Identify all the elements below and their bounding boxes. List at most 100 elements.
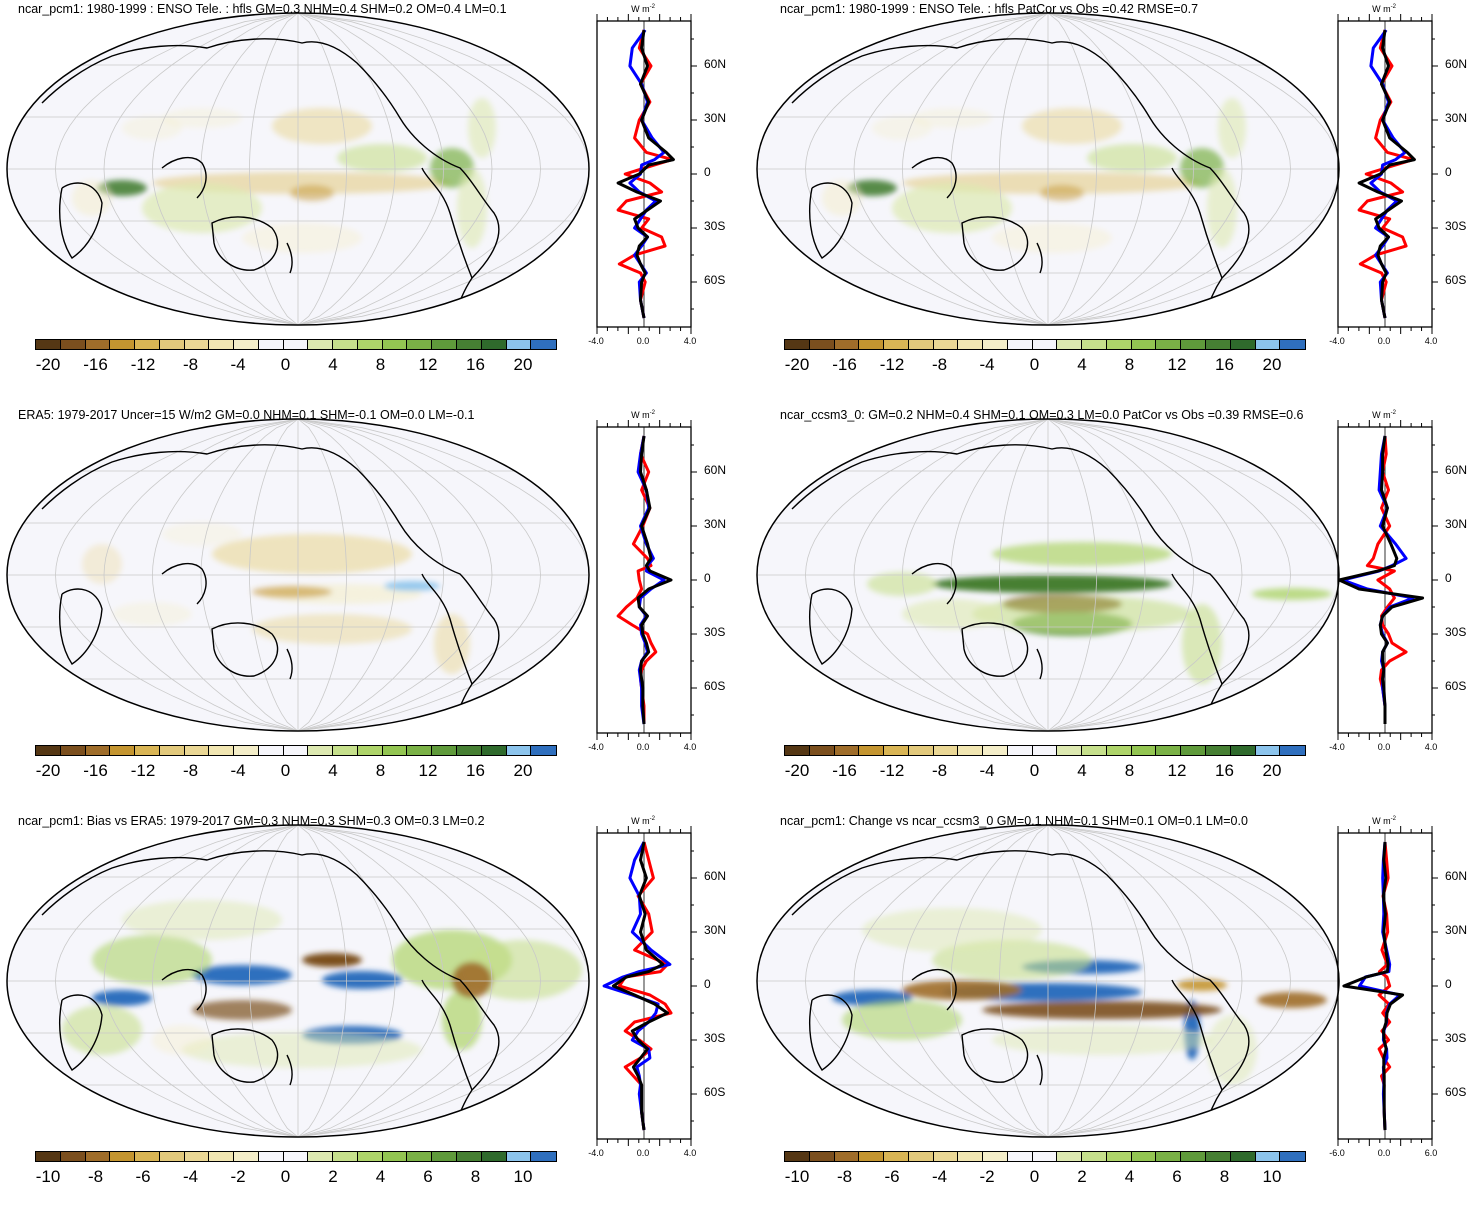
colorbar-tick-label: 20 [513,761,533,780]
world-map [6,824,590,1138]
profile-unit-exponent: -2 [649,410,655,416]
profile-lat-label: 60S [1445,1085,1467,1099]
profile-series-line [1337,435,1425,724]
colorbar-tick-label: 12 [418,355,438,374]
colorbar-tick-label: -4 [979,761,995,780]
profile-x-tick-label: 4.0 [683,742,697,752]
profile-x-tick-label: 4.0 [683,336,697,346]
colorbar-bin [859,746,885,755]
colorbar-bin [1206,746,1231,755]
colorbar-tick-label: -4 [182,1167,199,1186]
colorbar-bin [457,340,482,349]
colorbar-tick-label: 4 [1124,1167,1135,1186]
profile-x-tick-label: -4.0 [588,742,604,752]
colorbar-tick-label: 8 [375,761,386,780]
colorbar-bin [834,340,860,349]
colorbar-tick-label: 4 [328,355,338,374]
profile-x-tick-label: -4.0 [1329,742,1345,752]
profile-plot [1337,420,1438,740]
profile-x-tick-label: 0.0 [1377,336,1391,346]
colorbar-bin [85,746,111,755]
profile-lat-label: 0 [1445,977,1452,991]
profile-series-line [1365,435,1408,724]
profile-lat-label: 60N [1445,57,1468,71]
world-map [756,418,1340,732]
colorbar-tick-label: -4 [979,355,995,374]
colorbar-bin [1206,1152,1231,1161]
colorbar-bin [859,1152,885,1161]
colorbar-bin [933,1152,959,1161]
colorbar-tick-label: -8 [836,1167,853,1186]
colorbar-bin [1181,1152,1207,1161]
profile-lat-label: 60N [1445,463,1468,477]
colorbar-bin [1280,746,1306,755]
colorbar: -20 -16 -12 -8 -4 0 4 8 12 16 20 [784,745,1306,785]
zonal-profile: 60N 30N 0 30S 60S -4.0 0.0 4.0 W m-2 [1329,4,1477,354]
colorbar-bin [85,340,111,349]
profile-unit-label: W m-2 [631,4,655,14]
profile-unit-exponent: -2 [1390,4,1396,10]
colorbar-tick-label: 8 [1124,761,1135,780]
colorbar-bin [308,746,334,755]
colorbar-bin [457,1152,482,1161]
colorbar-bin [110,746,136,755]
colorbar-bin [1230,1152,1256,1161]
colorbar-bin [933,746,959,755]
profile-series-line [616,29,675,319]
colorbar-bin [1230,340,1256,349]
profile-x-tick-label: -4.0 [588,1148,604,1158]
colorbar-tick-label: 8 [1219,1167,1230,1186]
panel-title: ncar_pcm1: 1980-1999 : ENSO Tele. : hfls… [780,2,1199,16]
colorbar-bin [481,340,507,349]
colorbar-bin [834,746,860,755]
colorbar-bin [36,746,61,755]
profile-x-tick-label: 0.0 [1377,1148,1391,1158]
colorbar-tick-label: -8 [931,761,948,780]
colorbar-tick-label: 8 [1124,355,1135,374]
world-map [6,12,590,326]
profile-lat-label: 30S [704,219,726,233]
profile-unit-label: W m-2 [1372,410,1396,420]
profile-x-tick-label: 0.0 [636,742,650,752]
colorbar-bin [407,746,433,755]
colorbar-tick-label: 0 [1029,761,1040,780]
profile-lat-label: 30S [704,1031,726,1045]
map-panel: ncar_pcm1: 1980-1999 : ENSO Tele. : hfls… [750,0,1483,400]
colorbar-bin [357,746,383,755]
colorbar-bin [308,1152,334,1161]
profile-lat-label: 0 [704,165,711,179]
colorbar-bin [809,1152,835,1161]
colorbar-tick-label: -20 [784,761,810,780]
panel-title: ncar_pcm1: Bias vs ERA5: 1979-2017 GM=0.… [18,814,485,828]
colorbar-bin [184,746,210,755]
colorbar-bin [1032,746,1058,755]
colorbar-tick-label: -16 [832,355,857,374]
profile-lat-label: 60S [704,679,726,693]
profile-lat-label: 60N [704,57,727,71]
colorbar-bin [1106,1152,1132,1161]
map-panel: ncar_pcm1: Change vs ncar_ccsm3_0 GM=0.1… [750,812,1483,1212]
colorbar-bin [1082,340,1107,349]
colorbar-bin [983,1152,1008,1161]
colorbar-bin [1007,746,1033,755]
colorbar-tick-label: -16 [832,761,857,780]
colorbar-bin [135,746,160,755]
colorbar-bin [884,746,909,755]
colorbar-bin [1082,1152,1107,1161]
profile-lat-label: 30S [1445,219,1467,233]
colorbar-bin [234,1152,259,1161]
colorbar-bin [60,340,86,349]
colorbar: -10 -8 -6 -4 -2 0 2 4 6 8 10 [35,1151,557,1191]
colorbar-bin [481,746,507,755]
profile-x-tick-label: 4.0 [1424,336,1438,346]
colorbar-tick-label: -4 [230,761,246,780]
colorbar-tick-label: 16 [1215,761,1234,780]
profile-x-tick-label: 0.0 [1377,742,1391,752]
colorbar-tick-label: 20 [1262,355,1282,374]
colorbar-bin [1057,1152,1083,1161]
colorbar-bin [531,1152,557,1161]
colorbar-bin [1131,746,1157,755]
colorbar-bin [85,1152,111,1161]
colorbar-bin [506,746,532,755]
profile-unit-exponent: -2 [649,4,655,10]
